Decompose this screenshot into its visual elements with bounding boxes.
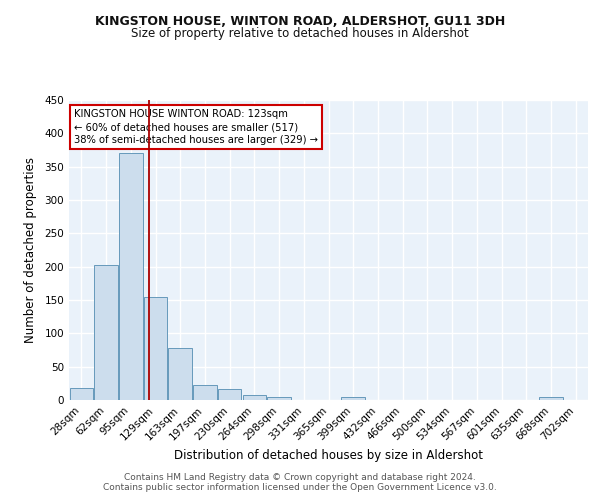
- Bar: [539, 398, 563, 400]
- Text: Size of property relative to detached houses in Aldershot: Size of property relative to detached ho…: [131, 28, 469, 40]
- Bar: [268, 396, 291, 400]
- Bar: [218, 388, 241, 400]
- Text: KINGSTON HOUSE WINTON ROAD: 123sqm
← 60% of detached houses are smaller (517)
38: KINGSTON HOUSE WINTON ROAD: 123sqm ← 60%…: [74, 109, 318, 146]
- Bar: [341, 396, 365, 400]
- Bar: [94, 264, 118, 400]
- Bar: [144, 296, 167, 400]
- Bar: [193, 386, 217, 400]
- Text: Contains HM Land Registry data © Crown copyright and database right 2024.
Contai: Contains HM Land Registry data © Crown c…: [103, 473, 497, 492]
- Text: KINGSTON HOUSE, WINTON ROAD, ALDERSHOT, GU11 3DH: KINGSTON HOUSE, WINTON ROAD, ALDERSHOT, …: [95, 15, 505, 28]
- Bar: [169, 348, 192, 400]
- X-axis label: Distribution of detached houses by size in Aldershot: Distribution of detached houses by size …: [174, 448, 483, 462]
- Bar: [242, 394, 266, 400]
- Bar: [119, 154, 143, 400]
- Y-axis label: Number of detached properties: Number of detached properties: [25, 157, 37, 343]
- Bar: [70, 388, 93, 400]
